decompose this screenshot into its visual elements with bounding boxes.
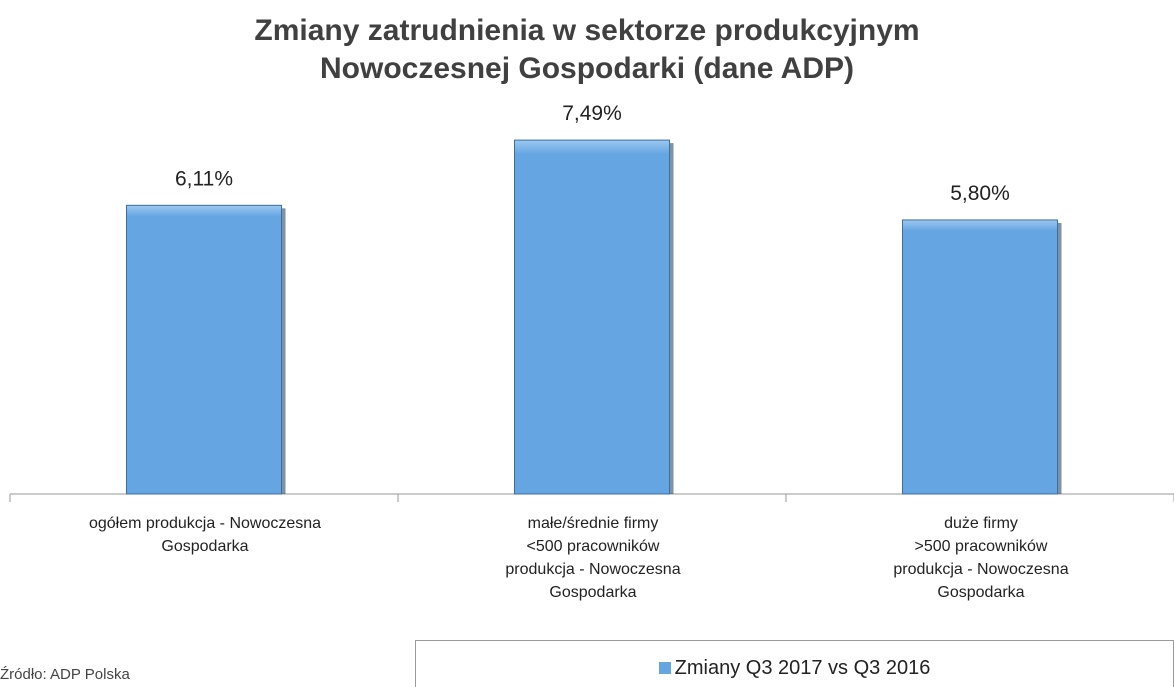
legend-swatch (658, 662, 671, 674)
x-tick-label: ogółem produkcja - Nowoczesna Gospodarka (88, 515, 322, 555)
x-tick-label: małe/średnie firmy <500 pracowników prod… (505, 515, 681, 601)
chart-title: Zmiany zatrudnienia w sektorze produkcyj… (254, 14, 920, 85)
data-label: 7,49% (562, 102, 622, 125)
bar (514, 139, 670, 495)
data-label: 6,11% (175, 167, 233, 190)
legend-label: Zmiany Q3 2017 vs Q3 2016 (674, 657, 931, 679)
x-tick-label: duże firmy >500 pracowników produkcja - … (893, 515, 1069, 601)
legend: Zmiany Q3 2017 vs Q3 2016 (415, 640, 1174, 687)
data-label: 5,80% (950, 182, 1010, 205)
bar (902, 219, 1058, 495)
bar (126, 204, 282, 495)
source-note: Źródło: ADP Polska (0, 666, 130, 683)
